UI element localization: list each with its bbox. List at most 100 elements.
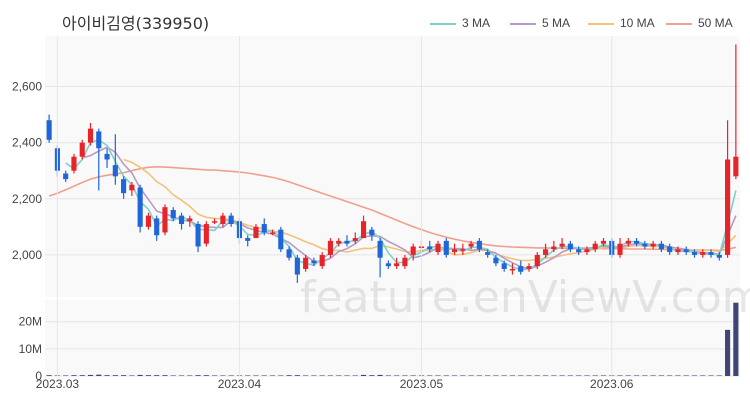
volume-bar [451,375,458,376]
volume-bar [708,375,714,376]
candle-body [733,156,739,177]
candle-body [46,120,52,140]
candle-body [592,243,598,250]
x-tick-label: 2023.04 [218,377,262,391]
candle-body [642,243,648,247]
volume-bar [700,375,706,376]
candle-body [708,252,714,255]
volume-bar [63,375,69,376]
volume-bar [327,375,334,376]
candle-body [104,153,110,160]
candle-body [435,243,441,253]
candle-body [63,173,69,180]
volume-bar [228,375,234,376]
price-tick-label: 2,400 [12,136,42,150]
price-tick-label: 2,600 [12,80,42,94]
volume-bar [443,375,449,376]
volume-bar [269,375,276,376]
volume-bar [501,375,507,376]
candle-body [162,207,168,233]
volume-bar [286,375,292,376]
candle-body [369,229,375,236]
legend-swatch-ma10 [588,22,614,25]
candle-body [286,249,292,258]
candle-body [228,215,234,225]
candle-body [410,246,416,255]
candle-body [460,249,466,251]
volume-bar [220,375,226,376]
candle-body [71,156,77,171]
volume-bar [683,375,689,376]
candle-body [121,179,127,194]
candle-body [319,254,325,267]
volume-bar [311,375,317,376]
candle-body [476,240,482,250]
volume-bar [634,375,640,376]
candle-body [402,257,408,267]
chart-title: 아이비김영(339950) [62,14,210,33]
volume-bar [675,375,681,376]
candle-body [303,257,309,269]
volume-bar [691,375,698,376]
volume-bar [377,374,383,376]
candle-body [451,249,458,253]
candle-body [278,229,284,250]
price-tick-label: 2,000 [12,248,42,262]
legend-swatch-ma3 [430,22,456,25]
legend-item-ma50: 50 MA [666,16,733,30]
candle-body [658,243,664,250]
legend-swatch-ma50 [666,22,692,25]
volume-bar [485,375,491,376]
candle-body [683,249,689,253]
volume-bar [650,375,656,376]
x-tick-label: 2023.05 [400,377,444,391]
candle-body [543,249,549,255]
volume-bar [526,375,532,376]
candle-body [584,249,590,253]
candle-body [261,224,267,233]
volume-bar [551,375,557,376]
volume-bar [71,375,77,376]
volume-bar [427,375,433,376]
volume-bar [733,302,739,376]
candle-body [129,184,135,191]
candle-body [559,243,565,247]
volume-bar [344,375,350,376]
candle-body [385,263,391,267]
candle-body [485,252,491,255]
price-tick-label: 2,200 [12,192,42,206]
volume-bar [170,375,176,376]
volume-bar [435,375,441,376]
candle-body [112,165,118,177]
legend-item-ma3: 3 MA [430,16,490,30]
candle-body [79,142,85,157]
candle-body [675,249,681,253]
legend-swatch-ma5 [510,22,536,25]
volume-bar [394,375,400,376]
volume-bar [410,375,416,376]
volume-bar [460,375,466,376]
volume-bar [385,375,391,376]
volume-bar [261,375,267,376]
volume-bar [253,375,259,376]
candle-body [154,218,160,236]
candle-body [700,252,706,255]
volume-bar [245,375,251,376]
volume-bar [600,375,607,376]
candle-body [195,224,201,247]
candle-body [394,263,400,267]
candle-body [87,128,94,143]
volume-bar [567,375,573,376]
volume-bar [203,375,209,376]
ma3-line [65,138,737,271]
volume-bar [195,375,201,376]
volume-bar [121,375,127,376]
volume-bar [559,375,565,376]
candle-body [518,266,524,272]
x-tick-label: 2023.03 [36,377,80,391]
candle-body [509,268,516,271]
volume-bar [534,375,540,376]
volume-bar [112,375,118,376]
candle-body [352,238,358,241]
